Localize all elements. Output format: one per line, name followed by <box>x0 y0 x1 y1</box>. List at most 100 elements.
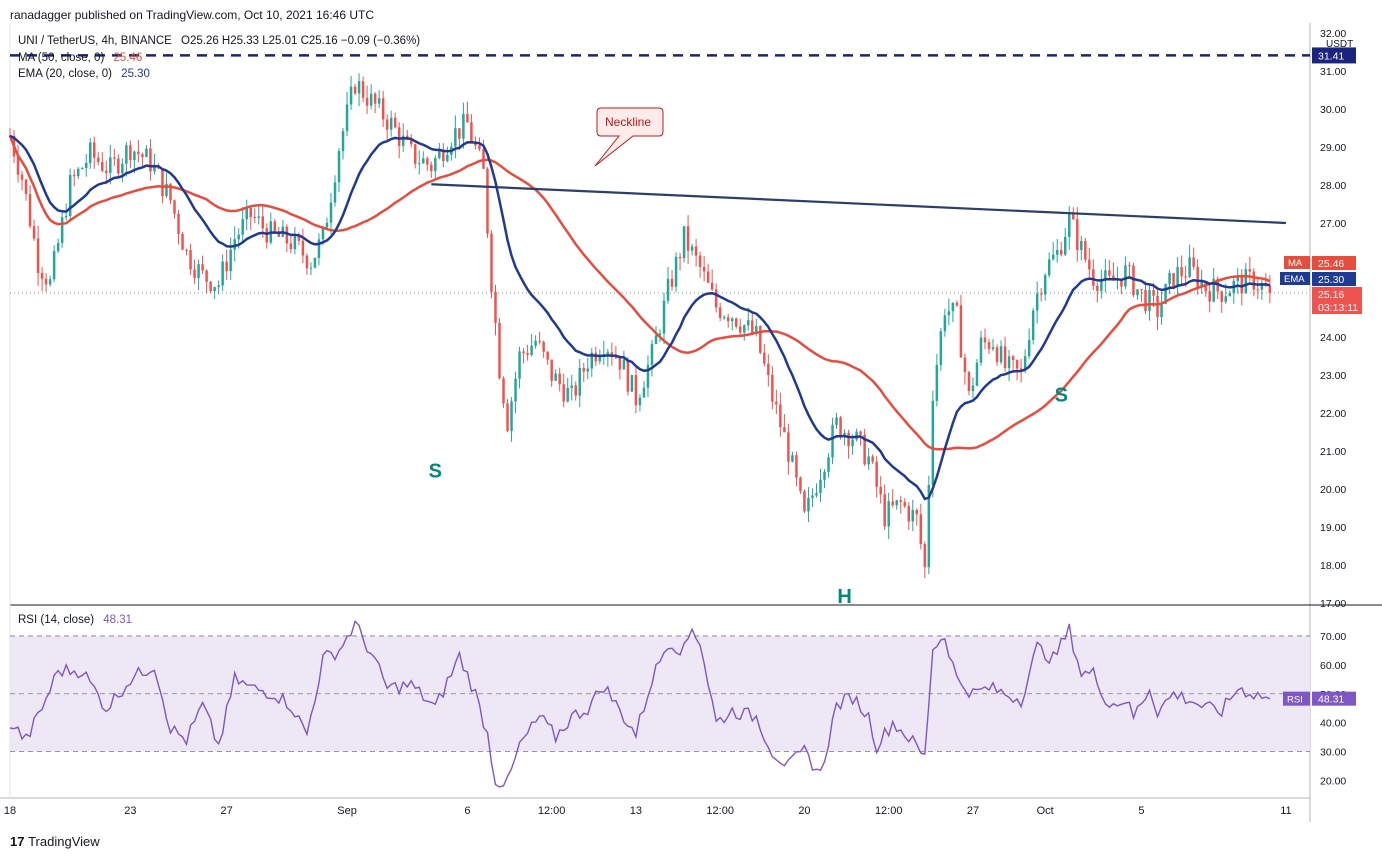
candle <box>313 257 317 269</box>
candle-body <box>710 282 714 290</box>
candle-body <box>1011 356 1015 361</box>
candle <box>52 245 56 283</box>
candle-body <box>1043 275 1047 295</box>
candle <box>538 331 541 345</box>
rsi-tag-value: 48.31 <box>1318 694 1344 706</box>
candle-body <box>550 359 553 381</box>
pattern-label-shoulder: S <box>429 461 442 483</box>
candle <box>718 302 722 322</box>
candle-body <box>622 359 626 370</box>
candle <box>590 348 594 377</box>
candle-body <box>975 362 979 386</box>
candle <box>827 453 830 478</box>
candle <box>1011 354 1015 370</box>
candle <box>426 156 429 172</box>
candle <box>490 230 493 299</box>
candle <box>706 263 710 284</box>
candle-body <box>831 425 834 458</box>
time-tick-label: 18 <box>4 805 16 817</box>
candle-body <box>369 93 373 106</box>
price-tick-label: 23.00 <box>1320 370 1346 382</box>
candle-body <box>233 239 236 250</box>
candle <box>245 199 248 231</box>
candle <box>799 476 802 494</box>
candle-body <box>1236 275 1240 281</box>
rsi-tick-label: 20.00 <box>1320 776 1346 788</box>
candle-body <box>570 385 573 388</box>
candle <box>446 146 449 163</box>
candle <box>943 308 947 337</box>
candle <box>999 340 1003 365</box>
candle-body <box>666 278 670 301</box>
candle-body <box>606 352 610 355</box>
ema-tag-value: 25.30 <box>1318 274 1344 286</box>
candle-body <box>827 457 830 472</box>
candle <box>510 397 513 442</box>
candle <box>125 141 128 177</box>
candle <box>915 508 919 526</box>
candle <box>895 499 898 510</box>
candle-body <box>566 387 569 402</box>
candle-body <box>887 501 890 527</box>
ema-tag-name-bg <box>1280 272 1310 285</box>
candle <box>1039 288 1043 302</box>
candle-body <box>767 363 770 375</box>
candle-body <box>963 357 967 372</box>
callout-bubble <box>594 107 664 167</box>
candle-body <box>598 356 602 362</box>
candle <box>690 243 694 256</box>
candle <box>526 344 529 361</box>
legend-ema-value: 25.30 <box>121 68 150 80</box>
candle <box>1088 247 1091 278</box>
candle-body <box>1027 340 1031 357</box>
candle <box>229 237 232 281</box>
candle <box>173 199 176 219</box>
candle-body <box>418 163 421 165</box>
price-tick-label: 30.00 <box>1320 104 1346 116</box>
candle-body <box>1144 289 1147 312</box>
candle-body <box>931 400 935 486</box>
candle-body <box>538 340 541 342</box>
candle <box>694 239 698 267</box>
candle <box>1148 285 1151 321</box>
candle <box>578 358 581 408</box>
candle-body <box>811 495 814 498</box>
candle <box>1212 268 1215 303</box>
price-tick-label: 29.00 <box>1320 142 1346 154</box>
candle-body <box>502 378 505 404</box>
candle-body <box>799 477 802 492</box>
ma-tag-value: 25.46 <box>1318 258 1344 270</box>
candle <box>939 327 943 371</box>
candle <box>927 475 931 575</box>
candle-body <box>321 227 325 240</box>
candle-body <box>289 243 293 250</box>
candle <box>1003 336 1007 372</box>
candle-body <box>590 352 594 369</box>
resistance-tag-label: 31.41 <box>1318 50 1344 62</box>
rsi-tag-name-bg <box>1283 691 1310 706</box>
candle <box>534 335 537 349</box>
candle <box>819 468 822 503</box>
candle-body <box>309 267 313 269</box>
candle <box>1256 277 1260 300</box>
candle-body <box>68 174 72 216</box>
candle <box>121 158 124 183</box>
candle-body <box>783 427 786 433</box>
candle <box>951 302 955 323</box>
candle-body <box>654 335 658 345</box>
candle <box>309 262 313 276</box>
candle-body <box>991 347 995 350</box>
candle-body <box>1176 267 1179 287</box>
pattern-label-head: H <box>837 586 851 608</box>
tradingview-logo: 17 TradingView <box>10 834 100 849</box>
legend-symbol: UNI / TetherUS, 4h, BINANCE <box>18 35 172 47</box>
candle-body <box>297 234 301 241</box>
price-tick-label: 31.00 <box>1320 66 1346 78</box>
candle <box>289 233 293 254</box>
candle-body <box>1160 303 1163 317</box>
candle-body <box>739 326 742 333</box>
ma-tag-name-bg <box>1284 256 1310 269</box>
candle <box>558 367 561 392</box>
candle-body <box>149 148 152 172</box>
